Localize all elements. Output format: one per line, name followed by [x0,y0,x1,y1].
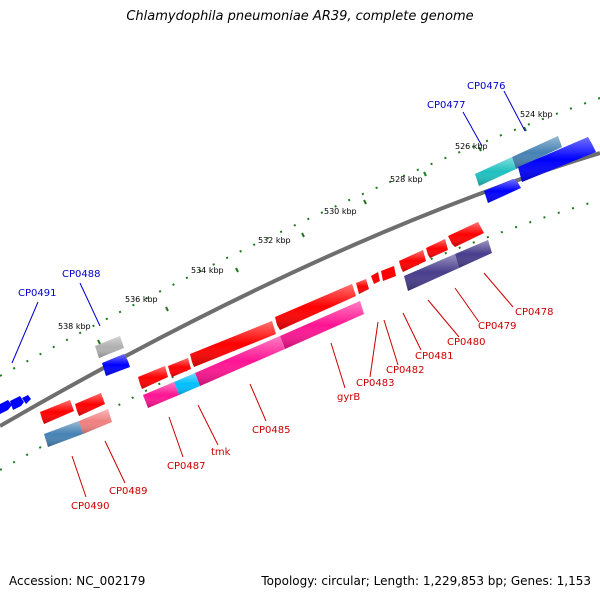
gene-label-CP0480[interactable]: CP0480 [447,337,485,348]
outer-ruler-track [0,97,600,377]
gene-label-CP0487[interactable]: CP0487 [167,461,205,472]
ruler-label-532: 532 kbp [258,236,291,245]
top-gene-labels: CP0476 CP0477 CP0488 CP0491 [18,81,505,299]
gene-label-gyrB[interactable]: gyrB [337,392,360,403]
gene-label-CP0489[interactable]: CP0489 [109,486,147,497]
gene-label-CP0477[interactable]: CP0477 [427,100,465,111]
bottom-gene-labels: CP0478 CP0479 CP0480 CP0481 CP0482 CP048… [71,307,553,512]
ruler-label-530: 530 kbp [324,207,357,216]
genome-stats-text: Topology: circular; Length: 1,229,853 bp… [261,574,591,588]
gene-label-tmk[interactable]: tmk [211,447,231,458]
ruler-label-534: 534 kbp [191,266,224,275]
gene-label-CP0491[interactable]: CP0491 [18,288,56,299]
ruler-label-536: 536 kbp [125,295,158,304]
gene-label-CP0483[interactable]: CP0483 [356,378,394,389]
gene-label-CP0476[interactable]: CP0476 [467,81,505,92]
gene-arrow-CP0481[interactable] [381,266,396,281]
gene-arrow-CP0491[interactable] [0,400,12,414]
map-title: Chlamydophila pneumoniae AR39, complete … [126,9,474,24]
gene-arrow-CP0491c[interactable] [22,395,31,404]
ruler-label-538: 538 kbp [58,322,91,331]
gene-arrow-CP0491b[interactable] [10,396,24,410]
ruler-label-526: 526 kbp [455,142,488,151]
ruler-major-ticks [97,126,527,345]
gene-label-CP0482[interactable]: CP0482 [386,365,424,376]
accession-text: Accession: NC_002179 [9,574,146,588]
top-label-leaders [11,90,526,364]
forward-strand-genes [0,136,596,414]
gene-arrow-CP0482[interactable] [371,272,380,284]
gene-label-CP0479[interactable]: CP0479 [478,321,516,332]
ruler-label-524: 524 kbp [520,110,553,119]
gene-label-CP0478[interactable]: CP0478 [515,307,553,318]
gene-label-CP0490[interactable]: CP0490 [71,501,109,512]
ruler-label-528: 528 kbp [390,175,423,184]
gene-label-CP0488[interactable]: CP0488 [62,269,100,280]
bottom-label-leaders [71,272,514,498]
gene-label-CP0485[interactable]: CP0485 [252,425,290,436]
genome-backbone [0,151,600,428]
reverse-strand-genes [40,222,492,447]
ruler-labels: 524 kbp 526 kbp 528 kbp 530 kbp 532 kbp … [58,110,553,331]
gene-label-CP0481[interactable]: CP0481 [415,351,453,362]
